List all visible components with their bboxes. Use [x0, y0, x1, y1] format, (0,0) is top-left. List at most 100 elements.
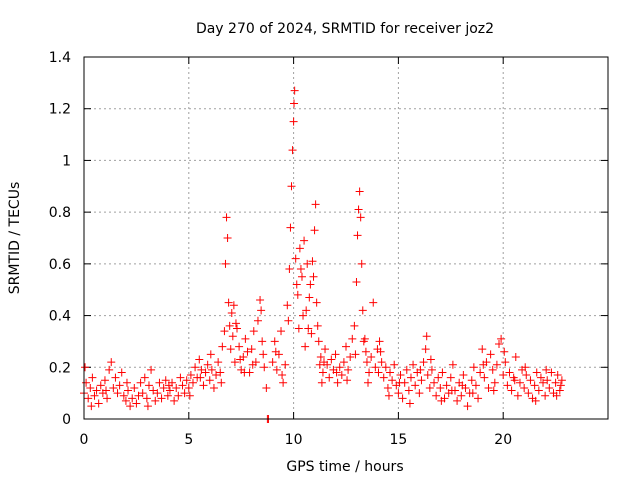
data-point	[384, 391, 393, 400]
data-point	[312, 298, 321, 307]
data-point	[317, 378, 326, 387]
data-point	[155, 378, 164, 387]
data-point	[132, 399, 141, 408]
data-point	[100, 376, 109, 385]
data-point	[318, 368, 327, 377]
data-point	[394, 389, 403, 398]
data-point	[147, 365, 156, 374]
data-point	[109, 383, 118, 392]
data-point	[212, 371, 221, 380]
data-point	[507, 386, 516, 395]
data-point	[119, 391, 128, 400]
data-point	[225, 321, 234, 330]
data-point	[87, 402, 96, 411]
data-point	[296, 265, 305, 274]
data-point	[359, 337, 368, 346]
y-tick-label: 1	[62, 153, 71, 169]
data-point	[386, 368, 395, 377]
data-point	[172, 383, 181, 392]
data-point	[534, 386, 543, 395]
x-tick-label: 10	[285, 432, 303, 448]
data-point	[247, 345, 256, 354]
ticks: 0 0.2 0.4 0.6 0.8 1 1.2 1.4 0 5 10 15 20	[49, 50, 608, 448]
data-point	[446, 373, 455, 382]
data-point	[411, 381, 420, 390]
data-point	[206, 350, 215, 359]
data-point	[536, 373, 545, 382]
data-point	[313, 321, 322, 330]
data-point	[469, 363, 478, 372]
data-point	[81, 363, 90, 372]
data-point	[223, 234, 232, 242]
data-point	[339, 358, 348, 367]
data-point	[513, 391, 522, 400]
data-point	[497, 334, 506, 343]
data-point	[178, 381, 187, 390]
data-point	[437, 396, 446, 405]
data-point	[288, 146, 297, 155]
data-point	[117, 368, 126, 377]
data-point	[314, 337, 323, 346]
data-point	[421, 345, 430, 354]
data-point	[300, 236, 309, 245]
data-point	[240, 368, 249, 377]
data-point	[432, 391, 441, 400]
data-point	[143, 402, 152, 411]
data-point	[289, 117, 298, 126]
data-point	[531, 396, 540, 405]
data-point	[490, 378, 499, 387]
data-point	[423, 371, 432, 380]
data-point	[404, 386, 413, 395]
data-point	[511, 352, 520, 361]
data-point	[163, 391, 172, 400]
data-point	[358, 306, 367, 315]
data-point	[121, 396, 130, 405]
data-point	[222, 213, 231, 222]
data-point	[476, 368, 485, 377]
data-point	[381, 363, 390, 372]
data-point	[216, 368, 225, 377]
data-point	[416, 365, 425, 374]
data-point	[503, 381, 512, 390]
data-point	[241, 334, 250, 343]
data-point	[180, 389, 189, 398]
y-tick-label: 0.6	[49, 257, 71, 273]
data-point	[332, 368, 341, 377]
y-tick-label: 0.8	[49, 205, 71, 221]
data-point	[256, 296, 265, 305]
data-point	[335, 363, 344, 372]
x-tick-label: 5	[184, 432, 193, 448]
data-point	[195, 355, 204, 364]
data-point	[291, 254, 300, 263]
y-axis-label: SRMTID / TECUs	[7, 182, 23, 295]
data-point	[321, 345, 330, 354]
data-point	[547, 368, 556, 377]
data-point	[434, 373, 443, 382]
data-point	[463, 402, 472, 411]
data-point	[500, 347, 509, 356]
data-point	[499, 371, 508, 380]
data-point	[374, 368, 383, 377]
data-point	[185, 391, 194, 400]
data-point	[128, 394, 137, 403]
data-point	[253, 316, 262, 325]
data-point	[262, 383, 271, 392]
data-point	[157, 394, 166, 403]
data-point	[226, 345, 235, 354]
data-point	[468, 389, 477, 398]
data-point	[174, 391, 183, 400]
data-point	[375, 337, 384, 346]
data-point	[419, 358, 428, 367]
data-point	[488, 365, 497, 374]
data-point	[459, 371, 468, 380]
data-point	[271, 347, 280, 356]
data-point	[348, 334, 357, 343]
data-point	[268, 358, 277, 367]
data-point	[344, 365, 353, 374]
data-point	[284, 316, 293, 325]
data-point	[315, 360, 324, 369]
data-point	[351, 350, 360, 359]
data-point	[248, 360, 257, 369]
data-point	[501, 358, 510, 367]
